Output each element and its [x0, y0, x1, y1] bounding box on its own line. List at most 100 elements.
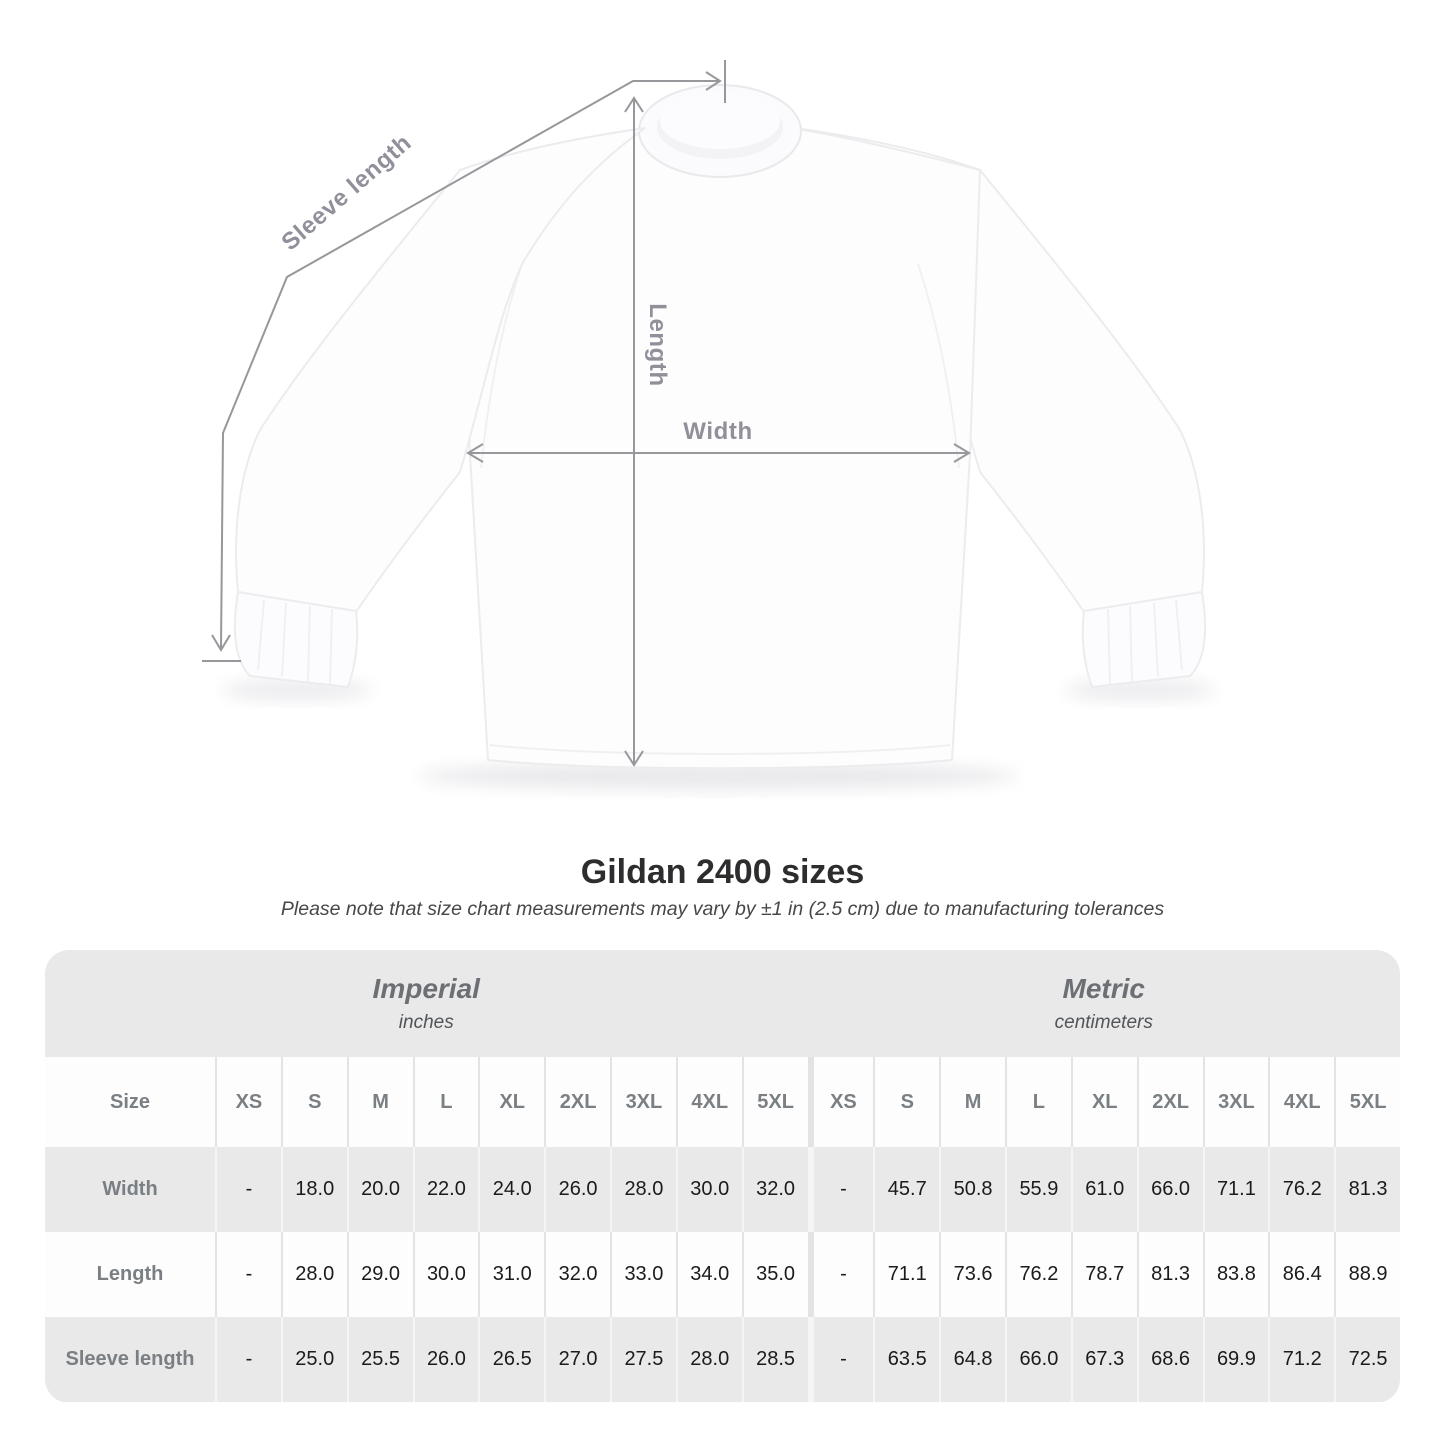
cell-imperial-length-xl: 31.0 [478, 1232, 545, 1317]
cell-metric-length-4xl: 86.4 [1268, 1232, 1335, 1317]
cell-imperial-width-2xl: 26.0 [544, 1147, 610, 1232]
cell-imperial-length-3xl: 33.0 [610, 1232, 676, 1317]
cell-metric-sleeve-length-l: 66.0 [1005, 1317, 1071, 1402]
shirt-right-cuff [1081, 590, 1207, 689]
cell-imperial-sleeve-length-2xl: 27.0 [544, 1317, 610, 1402]
cell-metric-sleeve-length-2xl: 68.6 [1136, 1317, 1203, 1402]
metric-group-title: Metric [1062, 973, 1145, 1004]
cell-metric-width-l: 55.9 [1005, 1147, 1071, 1232]
size-header-imperial-3xl: 3XL [610, 1057, 676, 1147]
cell-imperial-sleeve-length-s: 25.0 [280, 1317, 347, 1402]
shirt-measurement-diagram: Sleeve length Length Width [202, 60, 1215, 790]
cell-imperial-sleeve-length-5xl: 28.5 [741, 1317, 808, 1402]
cell-imperial-length-2xl: 32.0 [544, 1232, 610, 1317]
size-header-imperial-xl: XL [478, 1057, 545, 1147]
size-header-metric-xl: XL [1070, 1057, 1137, 1147]
cell-imperial-width-3xl: 28.0 [610, 1147, 676, 1232]
size-header-imperial-l: L [412, 1057, 479, 1147]
imperial-group-header: Imperial inches [45, 950, 808, 1057]
cell-imperial-sleeve-length-4xl: 28.0 [675, 1317, 742, 1402]
cell-metric-length-2xl: 81.3 [1136, 1232, 1203, 1317]
page-title: Gildan 2400 sizes [580, 853, 865, 891]
left-armhole-seam [480, 263, 523, 469]
cell-imperial-sleeve-length-3xl: 27.5 [610, 1317, 676, 1402]
metric-group-header: Metric centimeters [807, 950, 1400, 1057]
ground-shadow [418, 762, 1018, 790]
left-cuff-ribs [257, 599, 333, 685]
size-header-metric-4xl: 4XL [1268, 1057, 1335, 1147]
cell-metric-length-m: 73.6 [939, 1232, 1005, 1317]
cell-imperial-width-4xl: 30.0 [675, 1147, 742, 1232]
row-label-width: Width [45, 1147, 215, 1232]
row-label-length: Length [45, 1232, 215, 1317]
cell-metric-length-5xl: 88.9 [1334, 1232, 1400, 1317]
cell-metric-length-s: 71.1 [873, 1232, 940, 1317]
cell-metric-width-4xl: 76.2 [1268, 1147, 1335, 1232]
size-header-metric-2xl: 2XL [1136, 1057, 1203, 1147]
cell-metric-sleeve-length-3xl: 69.9 [1202, 1317, 1269, 1402]
right-armhole-seam [917, 263, 960, 469]
cell-imperial-length-m: 29.0 [346, 1232, 413, 1317]
size-header-imperial-m: M [346, 1057, 413, 1147]
cell-metric-width-xs: - [807, 1147, 874, 1232]
cell-metric-sleeve-length-xs: - [807, 1317, 874, 1402]
cell-metric-length-xl: 78.7 [1070, 1232, 1137, 1317]
shirt-illustration [202, 60, 1215, 790]
cell-imperial-sleeve-length-xl: 26.5 [478, 1317, 545, 1402]
cell-imperial-sleeve-length-l: 26.0 [412, 1317, 479, 1402]
cell-imperial-length-s: 28.0 [280, 1232, 347, 1317]
cell-imperial-width-xs: - [215, 1147, 281, 1232]
cell-metric-width-5xl: 81.3 [1334, 1147, 1400, 1232]
imperial-group-unit: inches [398, 1012, 454, 1033]
cell-imperial-length-xs: - [215, 1232, 281, 1317]
size-header-imperial-4xl: 4XL [675, 1057, 742, 1147]
metric-group-unit: centimeters [1054, 1012, 1153, 1033]
row-label-sleeve-length: Sleeve length [45, 1317, 215, 1402]
cell-metric-sleeve-length-s: 63.5 [873, 1317, 940, 1402]
hem-seam [489, 744, 951, 755]
cell-imperial-sleeve-length-xs: - [215, 1317, 281, 1402]
width-label: Width [683, 418, 753, 445]
size-header-metric-m: M [939, 1057, 1005, 1147]
cell-metric-length-xs: - [807, 1232, 874, 1317]
cell-metric-length-l: 76.2 [1005, 1232, 1071, 1317]
cell-metric-width-2xl: 66.0 [1136, 1147, 1203, 1232]
size-header-metric-s: S [873, 1057, 940, 1147]
size-header-metric-5xl: 5XL [1334, 1057, 1400, 1147]
size-grid: Imperial inches Metric centimeters Size X… [45, 950, 1400, 1403]
cell-metric-sleeve-length-5xl: 72.5 [1334, 1317, 1400, 1402]
cell-imperial-width-l: 22.0 [412, 1147, 479, 1232]
cell-imperial-length-4xl: 34.0 [675, 1232, 742, 1317]
size-header-metric-l: L [1005, 1057, 1071, 1147]
cell-imperial-width-m: 20.0 [346, 1147, 413, 1232]
sleeve-length-measure-line [202, 60, 726, 662]
size-header-metric-xs: XS [807, 1057, 874, 1147]
cell-imperial-length-l: 30.0 [412, 1232, 479, 1317]
imperial-group-title: Imperial [372, 973, 480, 1004]
size-header-metric-3xl: 3XL [1202, 1057, 1269, 1147]
length-measure-line [624, 96, 644, 767]
shirt-collar [638, 84, 802, 178]
size-column-header: Size [45, 1057, 215, 1147]
cell-imperial-width-s: 18.0 [280, 1147, 347, 1232]
cell-metric-width-s: 45.7 [873, 1147, 940, 1232]
cell-metric-sleeve-length-4xl: 71.2 [1268, 1317, 1335, 1402]
right-cuff-ribs [1107, 599, 1183, 685]
shirt-left-cuff [233, 590, 359, 689]
cell-imperial-sleeve-length-m: 25.5 [346, 1317, 413, 1402]
tolerance-note: Please note that size chart measurements… [280, 898, 1165, 920]
cell-imperial-width-5xl: 32.0 [741, 1147, 808, 1232]
cell-metric-sleeve-length-xl: 67.3 [1070, 1317, 1137, 1402]
cell-metric-length-3xl: 83.8 [1202, 1232, 1269, 1317]
cell-metric-width-3xl: 71.1 [1202, 1147, 1269, 1232]
size-table: Imperial inches Metric centimeters Size X… [45, 950, 1400, 1403]
size-header-imperial-5xl: 5XL [741, 1057, 808, 1147]
size-header-imperial-2xl: 2XL [544, 1057, 610, 1147]
cell-imperial-length-5xl: 35.0 [741, 1232, 808, 1317]
cell-imperial-width-xl: 24.0 [478, 1147, 545, 1232]
width-measure-line [466, 443, 971, 463]
cell-metric-width-xl: 61.0 [1070, 1147, 1137, 1232]
cell-metric-width-m: 50.8 [939, 1147, 1005, 1232]
size-header-imperial-xs: XS [215, 1057, 281, 1147]
cell-metric-sleeve-length-m: 64.8 [939, 1317, 1005, 1402]
